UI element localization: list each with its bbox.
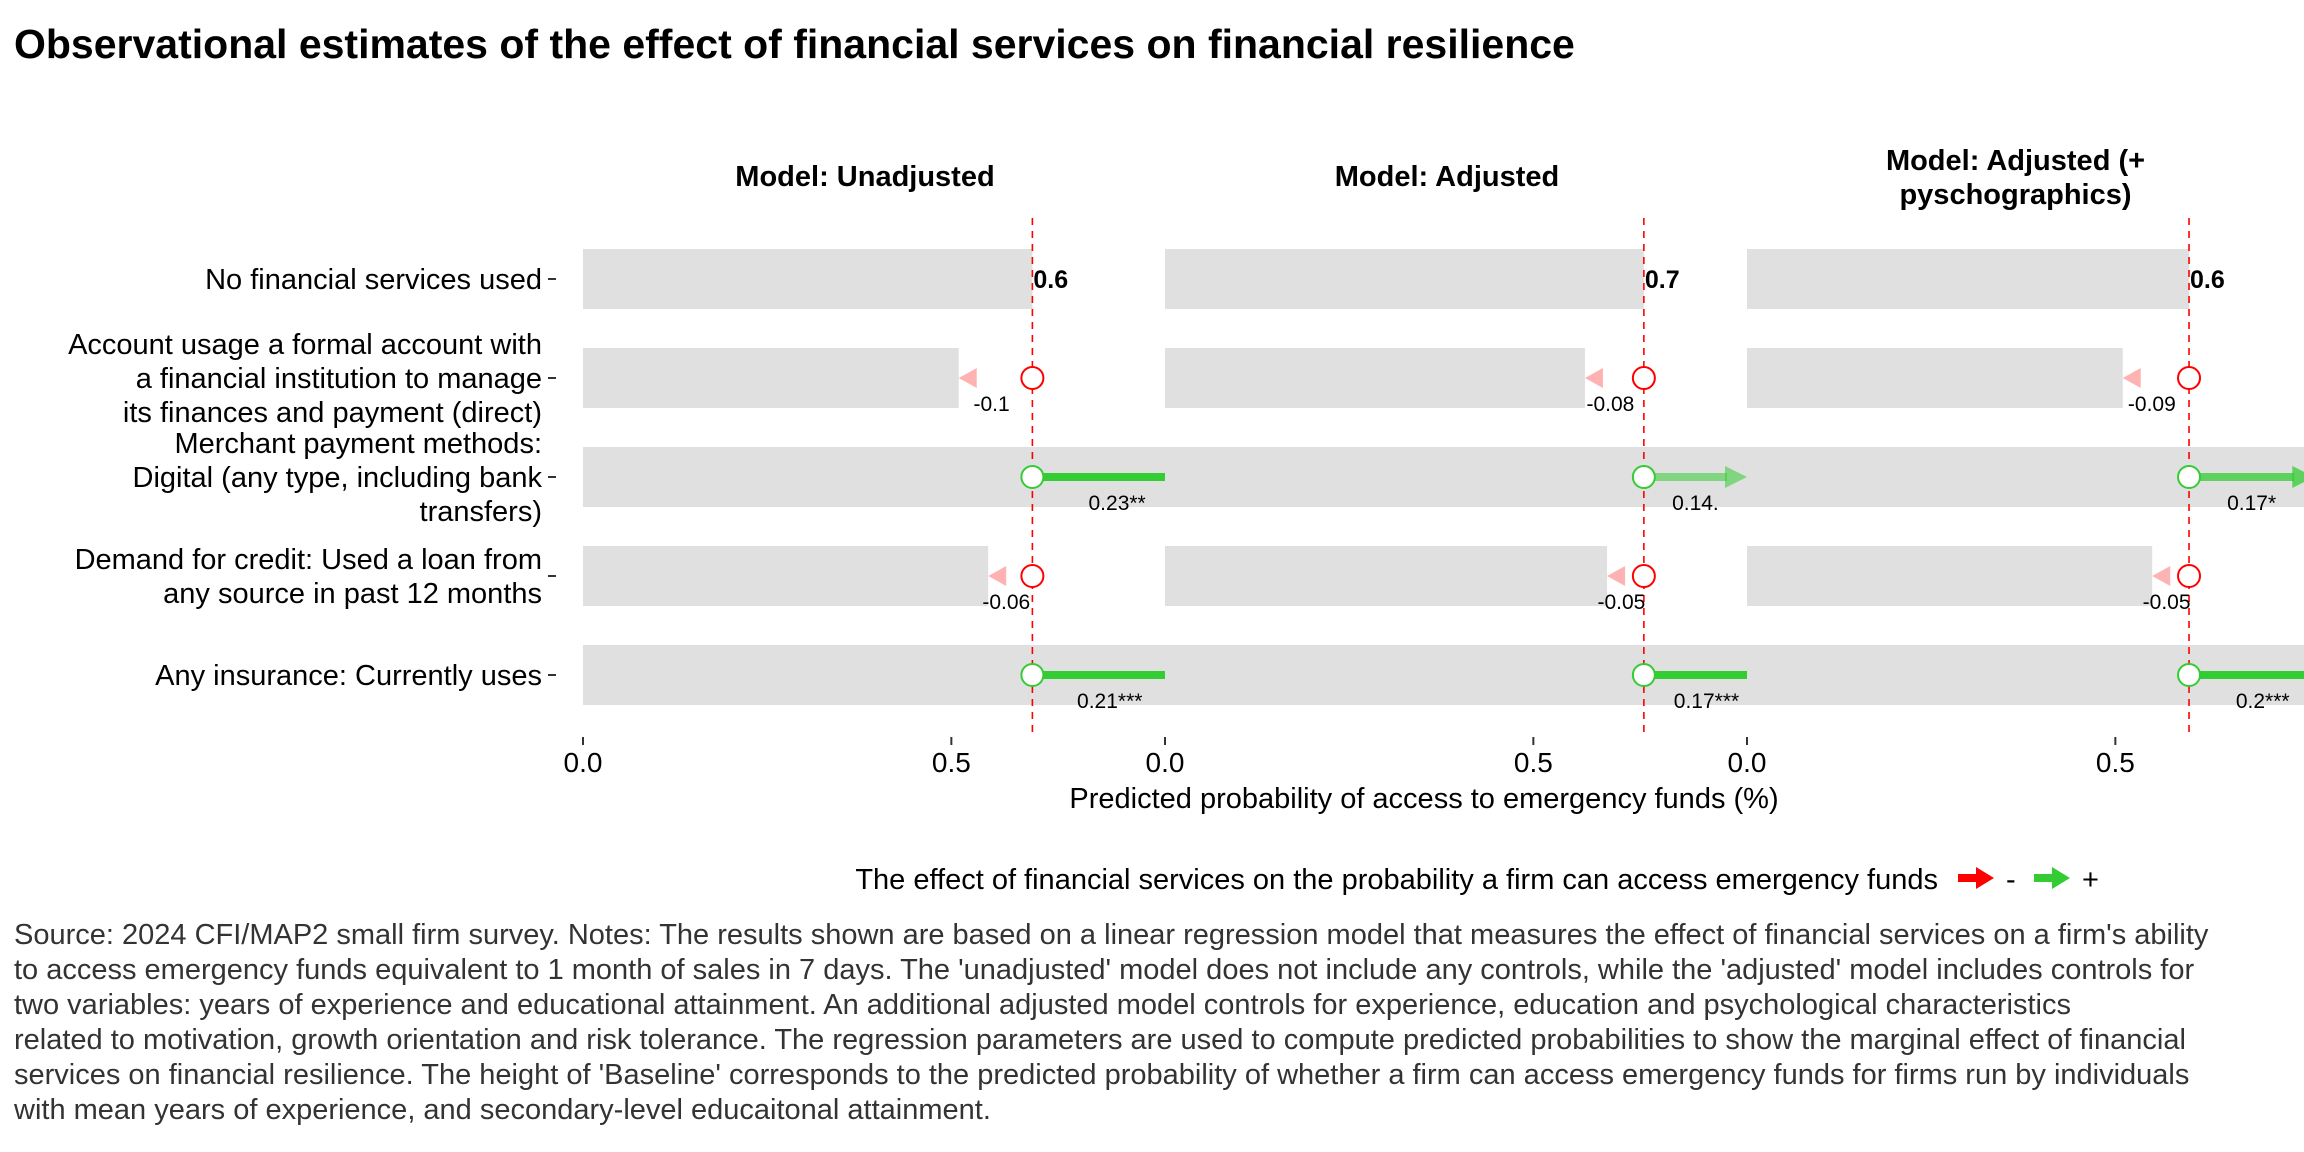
panel-title: Model: Unadjusted [735, 161, 994, 193]
x-tick-label: 0.0 [564, 747, 603, 778]
bar [1747, 249, 2190, 309]
legend-key-arrow-head [1976, 867, 1994, 889]
category-label-line: its finances and payment (direct) [123, 397, 542, 429]
caption-line: with mean years of experience, and secon… [14, 1094, 991, 1126]
x-tick-label: 0.5 [2096, 747, 2135, 778]
caption-line: services on financial resilience. The he… [14, 1059, 2190, 1091]
effect-arrow-head [958, 368, 977, 388]
effect-label: -0.05 [1598, 591, 1646, 614]
baseline-label: 0.7 [1645, 266, 1680, 294]
effect-label: 0.2*** [2236, 690, 2290, 713]
category-label-line: Digital (any type, including bank [133, 462, 543, 494]
panel-title-line: Model: Unadjusted [735, 161, 994, 193]
effect-arrow-head [1725, 466, 1747, 488]
legend-key-arrow-head [2052, 867, 2070, 889]
panel-model-1: Model: Unadjusted 0.6 -0.1 0.23** -0.06 0.21*… [564, 161, 1202, 778]
baseline-point [1631, 465, 1656, 489]
legend-keys: - + [1958, 864, 2099, 896]
effect-arrow-head [1584, 368, 1603, 388]
effect-label: -0.1 [973, 393, 1009, 416]
effect-label: 0.17*** [1674, 690, 1739, 713]
bar [583, 249, 1033, 309]
baseline-point [2177, 564, 2202, 588]
effect-arrow-head [2122, 368, 2141, 388]
category-label-line: a financial institution to manage [136, 363, 542, 395]
effect-arrow-head [2152, 566, 2171, 586]
effect-label: -0.05 [2143, 591, 2191, 614]
category-label-line: No financial services used [205, 264, 542, 296]
bar [583, 348, 959, 408]
legend-title: The effect of financial services on the … [855, 864, 1938, 896]
plot-area: No financial services used Account usage … [68, 145, 2304, 778]
bar [1747, 348, 2123, 408]
effect-arrow-head [988, 566, 1007, 586]
category-label-line: any source in past 12 months [163, 578, 542, 610]
caption-line: two variables: years of experience and e… [14, 989, 2071, 1021]
category-label: Any insurance: Currently uses [155, 660, 542, 692]
baseline-point [2177, 663, 2202, 687]
bar [1165, 249, 1644, 309]
baseline-label: 0.6 [1033, 266, 1068, 294]
caption-line: Source: 2024 CFI/MAP2 small firm survey.… [14, 919, 2209, 951]
panel-title: Model: Adjusted [1335, 161, 1559, 193]
x-tick-label: 0.0 [1728, 747, 1767, 778]
panel-title-line: Model: Adjusted [1335, 161, 1559, 193]
panel-title-line: Model: Adjusted (+ [1886, 145, 2145, 177]
baseline-label: 0.6 [2190, 266, 2225, 294]
effect-label: -0.08 [1586, 393, 1634, 416]
caption-line: to access emergency funds equivalent to … [14, 954, 2195, 986]
bar [583, 546, 989, 606]
effect-label: 0.17* [2227, 492, 2276, 515]
baseline-point [1631, 366, 1656, 390]
category-label-line: Merchant payment methods: [174, 428, 542, 460]
chart-caption: Source: 2024 CFI/MAP2 small firm survey.… [14, 918, 2304, 1128]
category-label-line: Demand for credit: Used a loan from [75, 544, 542, 576]
panel-model-3: Model: Adjusted (+ pyschographics) 0.6 -0.0… [1728, 145, 2304, 778]
x-tick-label: 0.0 [1146, 747, 1185, 778]
bar [1747, 546, 2153, 606]
bar [1165, 546, 1608, 606]
baseline-point [1020, 564, 1045, 588]
baseline-point [2177, 465, 2202, 489]
baseline-point [1020, 663, 1045, 687]
x-tick-label: 0.5 [1514, 747, 1553, 778]
x-axis-title: Predicted probability of access to emerg… [1069, 783, 1778, 815]
effect-label: -0.06 [982, 591, 1030, 614]
effect-arrow-head [2292, 466, 2304, 488]
effect-arrow-head [1607, 566, 1626, 586]
effect-label: 0.21*** [1077, 690, 1142, 713]
effect-label: 0.23** [1089, 492, 1146, 515]
category-label: Demand for credit: Used a loan from any s… [75, 544, 542, 610]
category-label: No financial services used [205, 264, 542, 296]
panel-title: Model: Adjusted (+ pyschographics) [1886, 145, 2145, 211]
category-label: Account usage a formal account with a fin… [68, 329, 542, 429]
category-label-line: Any insurance: Currently uses [155, 660, 542, 692]
legend-label: + [2082, 864, 2099, 896]
panel-title-line: pyschographics) [1899, 179, 2131, 211]
category-label-line: Account usage a formal account with [68, 329, 542, 361]
baseline-point [1020, 465, 1045, 489]
x-tick-label: 0.5 [932, 747, 971, 778]
category-label-line: transfers) [420, 496, 542, 528]
baseline-point [1631, 564, 1656, 588]
panel-model-2: Model: Adjusted 0.7 -0.08 0.14. -0.05 0.17***… [1146, 161, 1770, 778]
effect-label: 0.14. [1672, 492, 1719, 515]
legend-label: - [2006, 864, 2016, 896]
baseline-point [2177, 366, 2202, 390]
baseline-point [1020, 366, 1045, 390]
category-label: Merchant payment methods: Digital (any ty… [133, 428, 543, 528]
caption-line: related to motivation, growth orientatio… [14, 1024, 2186, 1056]
legend: The effect of financial services on the … [855, 864, 2099, 896]
baseline-point [1631, 663, 1656, 687]
chart-title: Observational estimates of the effect of… [14, 21, 1575, 67]
bar [1165, 348, 1585, 408]
effect-label: -0.09 [2128, 393, 2176, 416]
